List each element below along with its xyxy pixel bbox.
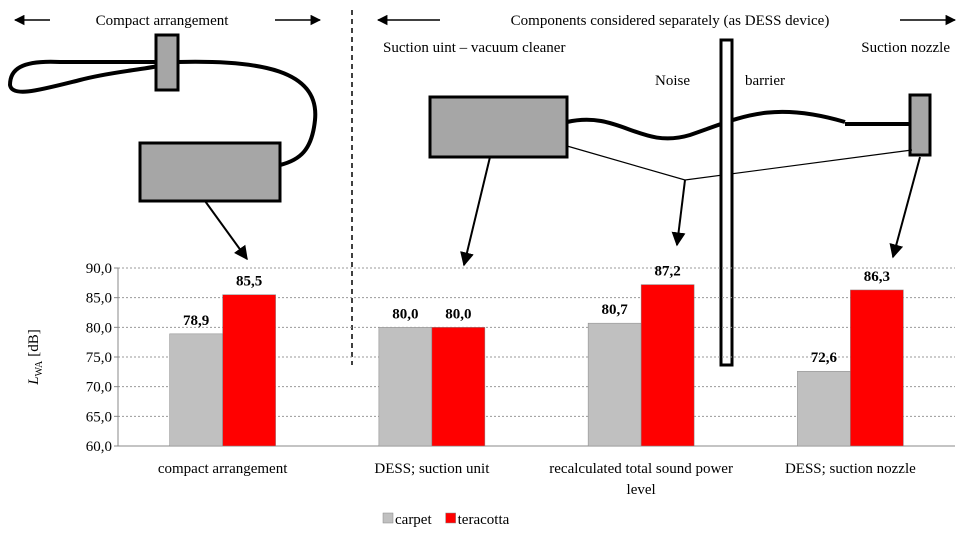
value-label: 72,6 (811, 350, 838, 366)
x-tick-label: recalculated total sound power level (541, 459, 741, 501)
bar (588, 323, 641, 446)
value-label: 80,0 (445, 306, 471, 322)
nozzle (910, 95, 930, 155)
y-tick-label: 75,0 (86, 350, 112, 366)
arrow (205, 201, 247, 259)
bar (641, 285, 694, 446)
bar (797, 371, 850, 446)
y-tick-label: 70,0 (86, 380, 112, 396)
bar (432, 327, 485, 446)
connector (567, 146, 912, 180)
y-tick-label: 60,0 (86, 439, 112, 455)
legend-label: carpet (395, 512, 432, 528)
annotation: Noise (655, 73, 690, 89)
annotation: Suction uint – vacuum cleaner (383, 40, 565, 56)
y-tick-label: 90,0 (86, 261, 112, 277)
y-label-symbol: L (26, 376, 42, 385)
value-label: 85,5 (236, 274, 262, 290)
bar (223, 295, 276, 446)
annotation: Components considered separately (as DES… (511, 13, 830, 29)
cord (567, 112, 845, 139)
arrow (893, 157, 920, 257)
cord (10, 62, 158, 92)
legend-swatch (446, 513, 456, 523)
x-tick-label: compact arrangement (123, 459, 323, 480)
y-axis-label: LWA [dB] (26, 329, 45, 385)
page: Compact arrangement Components considere… (0, 0, 960, 536)
annotation: Suction nozzle (861, 40, 950, 56)
arrow (464, 157, 490, 265)
y-tick-label: 85,0 (86, 291, 112, 307)
annotation: barrier (745, 73, 785, 89)
value-label: 87,2 (655, 264, 681, 280)
y-tick-label: 65,0 (86, 409, 112, 425)
annotation: Compact arrangement (96, 13, 230, 29)
x-tick-label: DESS; suction unit (332, 459, 532, 480)
value-label: 78,9 (183, 313, 209, 329)
arrow (677, 180, 685, 245)
value-label: 80,0 (392, 306, 418, 322)
y-tick-label: 80,0 (86, 320, 112, 336)
bar (170, 334, 223, 446)
suction-unit (140, 143, 280, 201)
legend-swatch (383, 513, 393, 523)
bar (850, 290, 903, 446)
bar (379, 327, 432, 446)
value-label: 80,7 (602, 302, 629, 318)
x-tick-label: DESS; suction nozzle (750, 459, 950, 480)
plot: 60,0 65,0 70,0 75,0 80,0 85,0 90,0 78,9 85,5 80,0… (86, 261, 955, 528)
y-label-subscript: WA (34, 360, 45, 376)
noise-barrier (721, 40, 732, 365)
y-label-unit: [dB] (26, 329, 42, 357)
suction-unit (430, 97, 567, 157)
chart: Compact arrangement Components considere… (0, 0, 960, 536)
nozzle (156, 35, 178, 90)
legend-label: teracotta (458, 512, 510, 528)
value-label: 86,3 (864, 269, 890, 285)
